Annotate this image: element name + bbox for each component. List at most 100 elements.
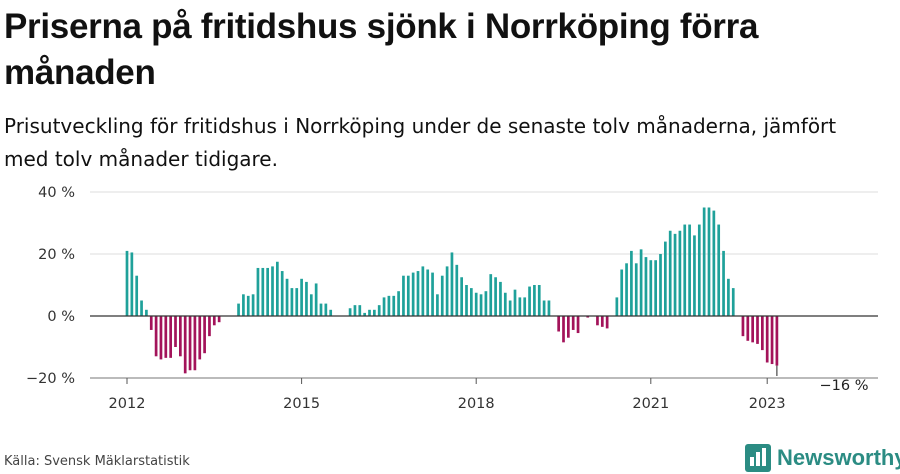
bar	[416, 271, 420, 316]
bar	[387, 295, 391, 316]
bar	[751, 316, 754, 343]
bar	[440, 275, 444, 316]
bar	[188, 316, 192, 371]
bar	[431, 272, 434, 316]
bar	[537, 285, 541, 316]
bar	[455, 264, 459, 316]
bar	[513, 289, 517, 316]
bar	[503, 292, 507, 316]
bar	[402, 275, 405, 316]
bar	[125, 250, 129, 316]
bar	[373, 309, 376, 316]
bar	[518, 297, 522, 316]
bar	[348, 308, 352, 316]
bar	[154, 316, 158, 357]
bar	[445, 266, 449, 316]
bars-layer	[125, 207, 779, 374]
bar	[533, 285, 536, 316]
grid-layer	[90, 191, 878, 379]
bar	[426, 269, 430, 316]
bar	[140, 300, 143, 316]
bar	[712, 210, 716, 316]
bar	[465, 285, 468, 316]
bar	[314, 283, 318, 316]
x-tick-label: 2018	[458, 396, 495, 412]
bar	[305, 281, 308, 316]
bar	[605, 316, 609, 329]
bar	[634, 263, 638, 316]
bar	[765, 316, 769, 363]
bar	[499, 281, 502, 316]
bar	[358, 305, 362, 316]
bar-chart-logo-icon	[745, 444, 771, 472]
bar	[644, 257, 648, 316]
bar	[217, 316, 221, 323]
x-tick-label: 2021	[632, 396, 669, 412]
y-tick-label: 0 %	[47, 309, 75, 325]
bar	[309, 294, 313, 316]
bar	[571, 316, 575, 330]
bar	[212, 316, 216, 326]
y-tick-label: −20 %	[26, 371, 75, 387]
x-tick-label: 2012	[109, 396, 146, 412]
bar	[620, 269, 624, 316]
brand-logo[interactable]: Newsworthy	[745, 443, 900, 473]
bar	[508, 300, 512, 316]
bar	[523, 297, 527, 316]
bar	[145, 309, 148, 316]
bar	[159, 316, 163, 360]
bar	[130, 252, 134, 316]
bar	[615, 297, 619, 316]
bar	[562, 316, 565, 343]
bar	[596, 316, 599, 326]
bar	[625, 263, 628, 316]
bar	[630, 250, 633, 316]
bar	[193, 316, 197, 371]
bar	[484, 291, 488, 316]
bar	[697, 224, 701, 316]
bar	[164, 316, 168, 358]
bar	[397, 291, 400, 316]
bar	[436, 294, 439, 316]
bar	[406, 275, 410, 316]
bar	[368, 309, 371, 316]
bar	[198, 316, 202, 360]
bar	[673, 233, 677, 316]
bar	[285, 278, 289, 316]
bar	[528, 286, 531, 316]
bar	[266, 267, 269, 316]
bar	[421, 266, 425, 316]
bar	[542, 300, 546, 316]
bar	[775, 316, 779, 366]
bar	[149, 316, 153, 330]
bar	[271, 266, 274, 316]
bar	[251, 294, 255, 316]
bar	[319, 303, 323, 316]
x-tick-label: 2023	[749, 396, 786, 412]
bar	[242, 294, 245, 316]
bar	[770, 316, 774, 365]
bar	[169, 316, 172, 358]
bar	[295, 288, 299, 316]
bar	[135, 275, 139, 316]
bar	[683, 224, 687, 316]
bar	[474, 292, 478, 316]
bar	[261, 267, 265, 316]
bar	[256, 267, 260, 316]
bar	[654, 260, 657, 316]
bar	[290, 288, 294, 316]
bar	[678, 230, 682, 316]
bar	[659, 254, 662, 316]
chart-subtitle: Prisutveckling för fritidshus i Norrköpi…	[4, 114, 837, 171]
bar	[353, 305, 357, 316]
bar	[702, 207, 706, 316]
bar	[329, 309, 333, 316]
bar	[470, 288, 473, 316]
bar	[174, 316, 177, 347]
bar	[746, 316, 750, 341]
bar	[392, 295, 396, 316]
bar	[741, 316, 745, 337]
bar	[179, 316, 182, 357]
bar	[460, 277, 463, 316]
bar	[639, 249, 643, 316]
